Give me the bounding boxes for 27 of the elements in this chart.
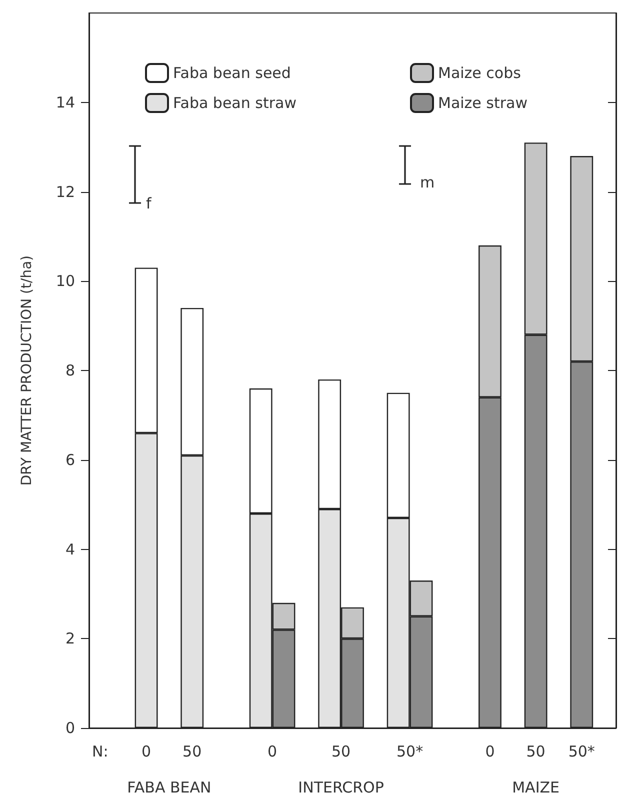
y-tick-label: 2 (65, 630, 75, 648)
text: INTERCROP (298, 778, 384, 796)
y-tick-label: 10 (56, 272, 75, 290)
text: MAIZE (512, 778, 560, 796)
annotation: f (146, 194, 152, 212)
legend-label: Maize cobs (438, 64, 522, 82)
y-tick-label: 0 (65, 719, 75, 737)
legend-label: Faba bean straw (173, 94, 296, 112)
x-tick-label: 50* (568, 742, 596, 760)
y-axis-title: DRY MATTER PRODUCTION (t/ha) (19, 255, 35, 486)
x-tick-label: 50* (396, 742, 424, 760)
text: FABA BEAN (127, 778, 212, 796)
x-tick-label: 0 (142, 742, 152, 760)
x-tick-label: 0 (268, 742, 278, 760)
y-tick-label: 8 (65, 362, 75, 380)
y-tick-label: 12 (56, 182, 75, 201)
y-tick-label: 4 (65, 540, 75, 558)
x-tick-label: 50 (182, 742, 202, 760)
x-tick-label: 50 (526, 742, 546, 760)
x-tick-label: 0 (485, 742, 495, 760)
legend-label: Faba bean seed (173, 64, 291, 82)
y-tick-label: 14 (56, 93, 75, 112)
x-axis-title: N: (92, 742, 108, 760)
x-tick-label: 50 (331, 742, 351, 760)
legend-label: Maize straw (438, 94, 528, 112)
y-tick-label: 6 (65, 450, 75, 469)
annotation: m (420, 174, 435, 192)
